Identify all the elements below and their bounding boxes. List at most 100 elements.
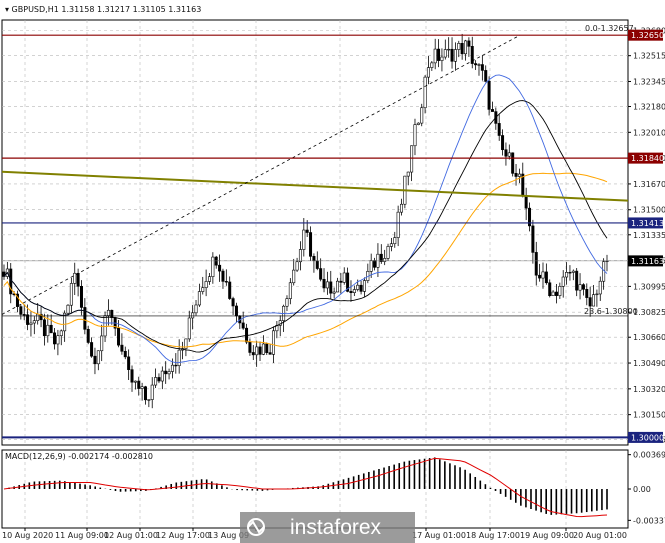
candle-body bbox=[143, 386, 147, 401]
candle-body bbox=[292, 269, 296, 284]
candle-body bbox=[170, 364, 174, 372]
candle-body bbox=[211, 256, 215, 277]
candle-body bbox=[514, 173, 518, 177]
candlestick-series bbox=[2, 33, 609, 409]
candle-body bbox=[504, 149, 508, 157]
price-tick-label: 1.30320 bbox=[633, 385, 665, 394]
price-tick-label: 1.30150 bbox=[633, 411, 665, 420]
candle-body bbox=[137, 380, 141, 389]
candle-body bbox=[551, 291, 555, 296]
time-tick-label: 13 Aug 09 bbox=[208, 531, 249, 540]
candle-body bbox=[598, 280, 602, 295]
candle-body bbox=[154, 377, 158, 386]
candle-body bbox=[379, 253, 383, 262]
candle-body bbox=[386, 246, 390, 259]
candle-body bbox=[528, 207, 532, 227]
fibonacci-line bbox=[1, 34, 521, 315]
candle-body bbox=[36, 313, 40, 321]
candle-body bbox=[110, 309, 114, 318]
grid-lines bbox=[1, 19, 629, 529]
candle-body bbox=[592, 294, 596, 307]
candle-body bbox=[336, 280, 340, 293]
candle-body bbox=[157, 377, 161, 382]
candle-body bbox=[76, 272, 80, 287]
macd-title: MACD(12,26,9) -0.002174 -0.002810 bbox=[5, 452, 153, 461]
candle-body bbox=[15, 293, 19, 307]
candle-body bbox=[565, 272, 569, 278]
candle-body bbox=[416, 122, 420, 125]
time-tick-label: 17 Aug 01:00 bbox=[412, 531, 466, 540]
candle-body bbox=[447, 48, 451, 51]
candle-body bbox=[457, 43, 461, 50]
candle-body bbox=[56, 335, 60, 345]
candle-body bbox=[346, 272, 350, 292]
candle-body bbox=[295, 261, 299, 271]
candle-body bbox=[511, 152, 515, 174]
price-tick-label: 1.32180 bbox=[633, 103, 665, 112]
candle-body bbox=[305, 229, 309, 233]
candle-body bbox=[342, 272, 346, 283]
candle-body bbox=[538, 274, 542, 279]
candle-body bbox=[90, 342, 94, 357]
candle-body bbox=[53, 332, 57, 345]
candle-body bbox=[224, 281, 228, 283]
macd-tick-label: 0.003698 bbox=[633, 451, 665, 460]
candle-body bbox=[490, 109, 494, 112]
candle-body bbox=[325, 281, 329, 289]
candle-body bbox=[426, 67, 430, 78]
candle-body bbox=[147, 399, 151, 401]
candle-body bbox=[46, 324, 50, 337]
candle-body bbox=[197, 291, 201, 306]
candle-body bbox=[265, 343, 269, 353]
price-level-tag-label: 1.30000 bbox=[631, 433, 664, 442]
time-tick-label: 11 Aug 09:00 bbox=[55, 531, 109, 540]
price-level-tag bbox=[628, 29, 663, 41]
price-tick-label: 1.30995 bbox=[633, 282, 665, 291]
price-tick-label: 1.32515 bbox=[633, 52, 665, 61]
candle-body bbox=[160, 370, 164, 382]
price-level-tag bbox=[628, 152, 663, 164]
candle-body bbox=[79, 285, 83, 308]
candle-body bbox=[234, 305, 238, 317]
macd-panel bbox=[3, 457, 608, 518]
price-tick-label: 1.32010 bbox=[633, 128, 665, 137]
candle-body bbox=[100, 335, 104, 352]
candle-body bbox=[63, 312, 67, 332]
time-tick-label: 20 Aug 01:00 bbox=[573, 531, 627, 540]
candle-body bbox=[150, 384, 154, 400]
candle-body bbox=[507, 152, 511, 157]
candle-body bbox=[393, 237, 397, 245]
candle-body bbox=[258, 346, 262, 355]
candle-body bbox=[29, 322, 33, 325]
price-tick-label: 1.31500 bbox=[633, 206, 665, 215]
candle-body bbox=[373, 260, 377, 268]
candle-body bbox=[309, 232, 313, 257]
price-level-tag bbox=[628, 217, 663, 229]
candle-body bbox=[191, 312, 195, 319]
candle-body bbox=[26, 314, 30, 325]
candle-body bbox=[315, 260, 319, 269]
candle-body bbox=[356, 284, 360, 290]
price-panel-frame bbox=[1, 19, 629, 446]
watermark: instaforex bbox=[240, 512, 415, 543]
candle-body bbox=[187, 317, 191, 340]
price-level-tag-label: 1.31413 bbox=[631, 219, 664, 228]
candle-body bbox=[73, 272, 77, 284]
candle-body bbox=[261, 343, 265, 355]
time-tick-label: 18 Aug 17:00 bbox=[466, 531, 520, 540]
candle-body bbox=[329, 281, 333, 294]
candle-body bbox=[312, 256, 316, 262]
candle-body bbox=[120, 344, 124, 352]
candle-body bbox=[184, 338, 188, 349]
candle-body bbox=[130, 369, 134, 383]
moving-average-orange bbox=[3, 172, 608, 348]
candle-body bbox=[177, 349, 181, 366]
candle-body bbox=[477, 64, 481, 66]
current-price-tag-label: 1.31163 bbox=[631, 257, 664, 266]
candle-body bbox=[497, 123, 501, 136]
candle-body bbox=[474, 63, 478, 66]
price-level-tag-label: 1.31840 bbox=[631, 154, 664, 163]
candle-body bbox=[352, 289, 356, 293]
candle-body bbox=[470, 46, 474, 64]
